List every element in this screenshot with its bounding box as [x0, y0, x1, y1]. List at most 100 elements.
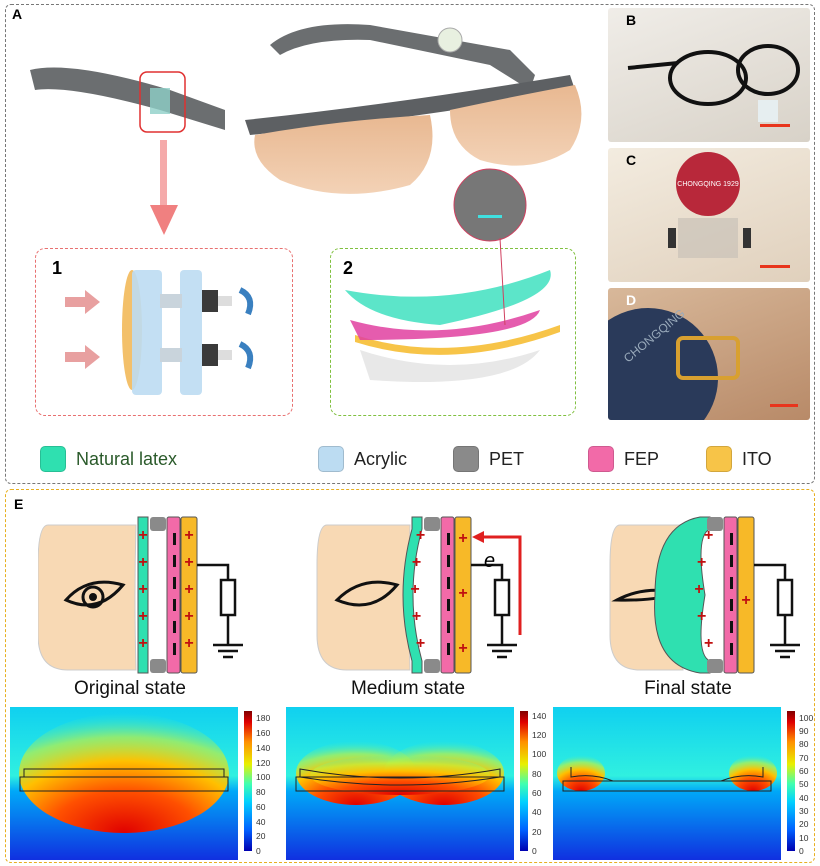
legend-item: Natural latex: [40, 446, 177, 472]
positive-charge: +: [704, 635, 713, 652]
legend-swatch: [40, 446, 66, 472]
positive-charge: +: [138, 608, 147, 625]
positive-charge: +: [412, 554, 421, 571]
scale-bar-d: [770, 404, 798, 407]
fep-layer: [723, 516, 738, 674]
positive-charge: +: [138, 554, 147, 571]
positive-charge: +: [741, 592, 750, 609]
pet-spacer: [424, 517, 440, 531]
subpanel-2-label: 2: [343, 258, 354, 278]
resistor-icon: [219, 578, 237, 617]
negative-charge: [730, 577, 733, 589]
positive-charge: +: [184, 554, 193, 571]
positive-charge: +: [697, 608, 706, 625]
field-hotspot: [729, 755, 777, 791]
colorbar-tick: 50: [799, 779, 809, 790]
negative-charge: [173, 555, 176, 567]
legend-item: FEP: [588, 446, 659, 472]
colorbar-0: [244, 711, 252, 851]
colorbar-tick: 0: [256, 846, 261, 856]
face-skin: [316, 524, 411, 671]
photo-c-device: CHONGQING 1929: [608, 148, 810, 282]
negative-charge: [173, 533, 176, 545]
panel-c-label: C: [626, 152, 637, 168]
negative-charge: [447, 599, 450, 611]
field-hotspot: [19, 713, 229, 833]
glasses-right-temple: [270, 24, 535, 90]
glasses-lens-right: [450, 85, 582, 166]
negative-charge: [447, 577, 450, 589]
circuit-wire: [754, 563, 800, 659]
device-diagram-2: + + + + + +: [609, 516, 800, 674]
colorbar-tick: 40: [799, 792, 809, 803]
fep-layer: [440, 516, 455, 674]
colorbar-tick: 80: [799, 739, 809, 750]
colorbar-tick: 40: [532, 807, 542, 818]
legend-label: FEP: [624, 448, 660, 469]
pet-spacer: [150, 659, 166, 673]
colorbar-tick: 90: [799, 726, 809, 736]
device-outline: [295, 768, 505, 792]
face-skin: [38, 524, 137, 671]
negative-charge: [173, 643, 176, 655]
colorbar-tick: 80: [256, 787, 266, 798]
colorbar-tick: 60: [256, 801, 266, 812]
device-highlight-box: [139, 71, 186, 133]
legend-swatch: [318, 446, 344, 472]
eye-icon: [63, 580, 126, 607]
positive-charge: +: [416, 527, 425, 544]
colorbar-tick: 140: [532, 710, 547, 721]
scale-bar-c: [760, 265, 790, 268]
colorbar-tick: 160: [256, 728, 271, 739]
positive-charge: +: [184, 635, 193, 652]
ito-layer: [180, 516, 198, 674]
legend-swatch: [706, 446, 732, 472]
positive-charge: +: [138, 635, 147, 652]
legend-swatch: [453, 446, 479, 472]
glasses-frame: [245, 75, 575, 135]
sem-inset: [453, 168, 527, 242]
positive-charge: +: [410, 581, 419, 598]
colorbar-tick: 10: [799, 832, 809, 843]
field-heatmap-2: [553, 707, 781, 860]
negative-charge: [730, 643, 733, 655]
device-outline: [562, 767, 772, 792]
colorbar-tick: 40: [256, 816, 266, 827]
positive-charge: +: [138, 527, 147, 544]
device-outline: [19, 768, 229, 792]
colorbar-tick: 100: [799, 712, 814, 723]
positive-charge: +: [412, 608, 421, 625]
pet-spacer: [150, 517, 166, 531]
latex-layer: [654, 516, 711, 674]
legend-label: Natural latex: [76, 448, 178, 469]
positive-charge: +: [694, 581, 703, 598]
panel-e-frame: [5, 489, 815, 863]
positive-charge: +: [458, 640, 467, 657]
electron-label: e: [484, 550, 495, 572]
negative-charge: [730, 621, 733, 633]
negative-charge: [173, 621, 176, 633]
latex-layer: [402, 516, 423, 674]
positive-charge: +: [458, 530, 467, 547]
colorbar-tick: 100: [256, 772, 271, 783]
panel-b-label: B: [626, 12, 637, 28]
colorbar-tick: 100: [532, 749, 547, 760]
legend-label: Acrylic: [354, 448, 407, 469]
positive-charge: +: [184, 608, 193, 625]
double-arrow-icon: [65, 290, 100, 314]
legend-item: Acrylic: [318, 446, 407, 472]
rotate-icon: [238, 287, 254, 316]
sensor-disc: [437, 27, 463, 53]
field-hotspot: [557, 755, 605, 791]
state-title: Original state: [74, 678, 186, 699]
panel-a-frame: [5, 4, 815, 484]
colorbar-tick: 20: [799, 819, 809, 830]
legend-label: ITO: [742, 448, 772, 469]
positive-charge: +: [184, 581, 193, 598]
panel-e-label: E: [14, 496, 24, 512]
down-arrow: [150, 205, 178, 235]
latex-layer: [137, 516, 149, 674]
resistor-icon: [493, 578, 511, 617]
colorbar-tick: 70: [799, 752, 809, 763]
colorbar-tick: 140: [256, 742, 271, 753]
